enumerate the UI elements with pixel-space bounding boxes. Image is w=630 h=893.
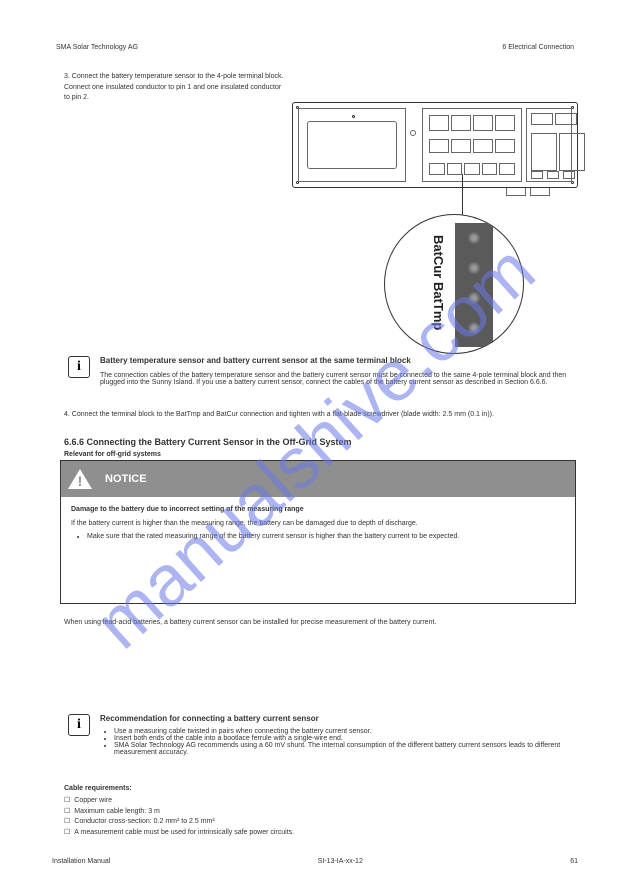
left-panel xyxy=(298,108,406,182)
svg-text:!: ! xyxy=(78,473,83,489)
cable-reqs: ☐Copper wire ☐Maximum cable length: 3 m … xyxy=(64,796,574,838)
connector-block xyxy=(455,223,493,347)
right-panel xyxy=(526,108,572,182)
section-body: When using lead-acid batteries, a batter… xyxy=(64,618,574,629)
footer-left: Installation Manual xyxy=(52,858,110,865)
mid-panel xyxy=(422,108,522,182)
notice-title: NOTICE xyxy=(105,473,147,485)
connector-label: BatCur BatTmp xyxy=(431,235,446,330)
footer-center: SI-13-IA-xx-12 xyxy=(318,858,363,865)
device-outline xyxy=(292,102,578,188)
info1-title: Battery temperature sensor and battery c… xyxy=(100,356,570,365)
info2-list: Use a measuring cable twisted in pairs w… xyxy=(100,728,570,756)
header-left: SMA Solar Technology AG xyxy=(56,44,138,51)
page-header: SMA Solar Technology AG 6 Electrical Con… xyxy=(52,42,578,53)
text-block-1: 4. Connect the terminal block to the Bat… xyxy=(64,410,574,421)
section-title: 6.6.6 Connecting the Battery Current Sen… xyxy=(64,436,574,450)
header-right: 6 Electrical Connection xyxy=(502,44,574,51)
notice-box: ! NOTICE Damage to the battery due to in… xyxy=(60,460,576,604)
notice-body: Damage to the battery due to incorrect s… xyxy=(61,497,575,548)
warning-icon: ! xyxy=(67,468,93,490)
section-subtitle: Relevant for off-grid systems xyxy=(64,450,574,461)
intro-text: 3. Connect the battery temperature senso… xyxy=(64,72,284,104)
callout-zoom: BatCur BatTmp xyxy=(384,214,524,354)
info-icon: i xyxy=(68,356,90,378)
device-diagram: BatCur BatTmp xyxy=(292,102,578,342)
info-icon-2: i xyxy=(68,714,90,736)
page-footer: Installation Manual SI-13-IA-xx-12 61 xyxy=(52,858,578,865)
notice-header: ! NOTICE xyxy=(61,461,575,497)
footer-right: 61 xyxy=(570,858,578,865)
cable-req-title: Cable requirements: xyxy=(64,784,574,795)
info1-body: The connection cables of the battery tem… xyxy=(100,372,570,386)
info2-title: Recommendation for connecting a battery … xyxy=(100,714,570,723)
